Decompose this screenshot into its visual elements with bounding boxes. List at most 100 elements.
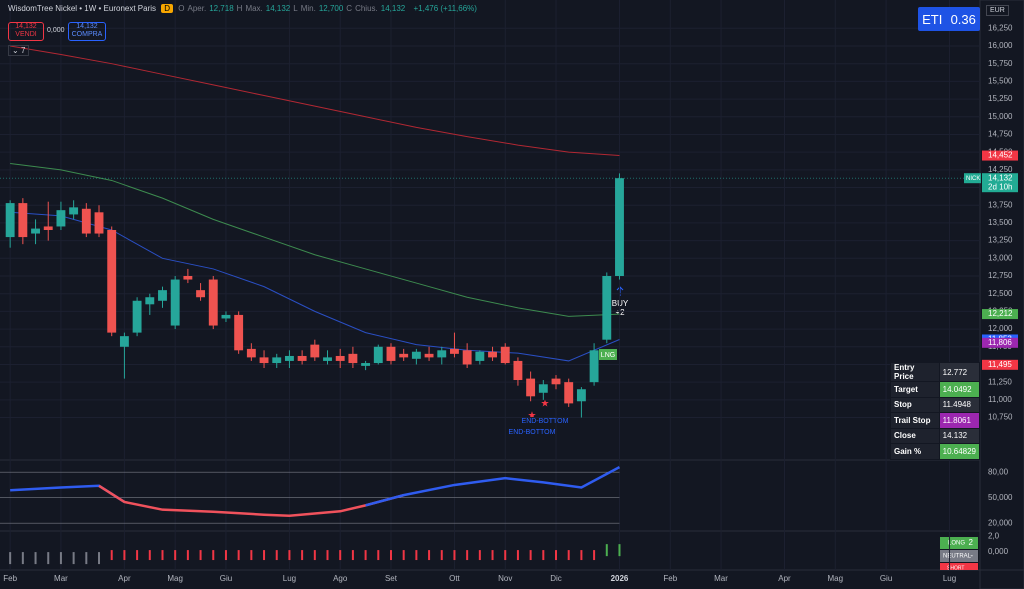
y-tick-label: 15,750 <box>988 59 1013 68</box>
table-row: Target 14.0492 <box>890 381 981 398</box>
candle-body <box>183 276 193 280</box>
price-tag <box>982 337 1018 348</box>
price-tag <box>982 173 1018 193</box>
candle-body <box>564 382 574 404</box>
moving-average <box>10 45 620 157</box>
x-tick-label: Apr <box>778 574 791 583</box>
candle-body <box>615 178 624 276</box>
candle-body <box>5 203 15 238</box>
sell-label: VENDI <box>15 31 37 38</box>
price-tag-label: 11,495 <box>988 360 1012 369</box>
candle-body <box>196 290 206 298</box>
moving-average <box>10 162 620 317</box>
row-value: 11.4948 <box>938 396 981 413</box>
bottom-label: END-BOTTOM <box>509 429 556 436</box>
ohlc: O Aper. 12,718 H Max. 14,132 L Min. 12,700 C Chius… <box>178 4 408 13</box>
y-tick-label: 15,500 <box>988 76 1013 85</box>
bottom-label: END-BOTTOM <box>522 418 569 425</box>
row-value: 12.772 <box>938 362 981 382</box>
candle-body <box>602 276 612 340</box>
sell-button[interactable]: 14,132 VENDI <box>8 22 44 41</box>
candle-body <box>386 346 396 361</box>
row-value: 11.8061 <box>938 412 981 429</box>
y-tick-label: 13,750 <box>988 200 1013 209</box>
table-row: Trail Stop 11.8061 <box>890 412 981 429</box>
ohlc-key: H <box>236 4 243 13</box>
candle-body <box>81 208 91 234</box>
candle-body <box>310 344 320 358</box>
legend-neutral-value: - <box>970 551 973 560</box>
candle-body <box>513 360 523 381</box>
candle-body <box>373 346 383 364</box>
buy-price: 14,132 <box>76 23 98 30</box>
change: +1,476 (+11,66%) <box>413 4 477 13</box>
star: ★ <box>528 411 537 422</box>
table-row: Close 14.132 <box>890 427 981 444</box>
candle-body <box>43 226 53 230</box>
moving-average <box>10 211 620 362</box>
table-row: Stop 11.4948 <box>890 396 981 413</box>
candle-body <box>348 353 358 364</box>
currency[interactable]: EUR <box>986 5 1009 16</box>
candle-body <box>526 378 536 397</box>
ohlc-key: C <box>346 4 353 13</box>
candle-body <box>488 351 497 358</box>
candle-body <box>424 353 434 358</box>
candle-body <box>158 290 167 301</box>
x-tick-label: Lug <box>943 574 956 583</box>
candle-body <box>284 355 294 361</box>
eti-value: 0.36 <box>950 11 976 27</box>
row-label: Entry Price <box>890 362 940 382</box>
row-label: Stop <box>890 396 940 413</box>
header: WisdomTree Nickel • 1W • Euronext Paris … <box>8 4 480 13</box>
candle-body <box>361 363 371 366</box>
y-tick-label: 13,250 <box>988 236 1013 245</box>
x-tick-label: Apr <box>118 574 131 583</box>
x-tick-label: Mar <box>54 574 68 583</box>
ohlc-label: Max. <box>245 4 263 13</box>
osc-tick-label: 80,00 <box>988 467 1009 476</box>
candle-body <box>208 279 218 326</box>
osc-tick-label: 50,000 <box>988 493 1013 502</box>
candle-body <box>272 357 282 364</box>
row-label: Gain % <box>890 443 940 460</box>
symbol-tag-label: NICK <box>966 176 980 182</box>
candle-body <box>259 357 269 364</box>
price-tag <box>982 359 1018 370</box>
candle-body <box>234 314 244 351</box>
candle-body <box>221 314 231 319</box>
legend-neutral-label: NEUTRAL <box>943 554 972 560</box>
ohlc-value: 14,132 <box>265 4 291 13</box>
x-tick-label: Dic <box>550 574 562 583</box>
symbol: WisdomTree Nickel • 1W • Euronext Paris <box>8 4 157 13</box>
osc-line <box>365 465 621 507</box>
candle-body <box>94 212 104 234</box>
long-label: LNG <box>601 352 615 359</box>
x-tick-label: Giu <box>220 574 232 583</box>
trade-table: Entry Price 12.772 Target 14.0492 Stop 11.494… <box>890 362 981 460</box>
badge: D <box>161 4 174 13</box>
y-tick-label: 10,750 <box>988 413 1013 422</box>
candle-body <box>450 348 459 354</box>
indicator-toggle[interactable]: ⌄ 7 <box>8 45 30 56</box>
candle-body <box>119 336 129 347</box>
candle-body <box>297 355 307 361</box>
ohlc-label: Chius. <box>355 4 378 13</box>
candle-body <box>551 378 561 385</box>
buy-button[interactable]: 14,132 COMPRA <box>68 22 106 41</box>
table-row: Entry Price 12.772 <box>890 362 981 382</box>
row-value: 14.132 <box>938 427 981 444</box>
ohlc-key: L <box>293 4 298 13</box>
candle-body <box>500 346 510 364</box>
ohlc-value: 12,700 <box>318 4 344 13</box>
x-tick-label: Lug <box>283 574 296 583</box>
row-label: Trail Stop <box>890 412 940 429</box>
symbol-tag <box>964 173 981 184</box>
candle-body <box>170 279 180 326</box>
row-value: 10.64829 <box>938 443 981 460</box>
x-tick-label: Ott <box>449 574 460 583</box>
candle-body <box>323 357 332 361</box>
osc-line <box>10 484 126 504</box>
ohlc-label: Min. <box>300 4 316 13</box>
